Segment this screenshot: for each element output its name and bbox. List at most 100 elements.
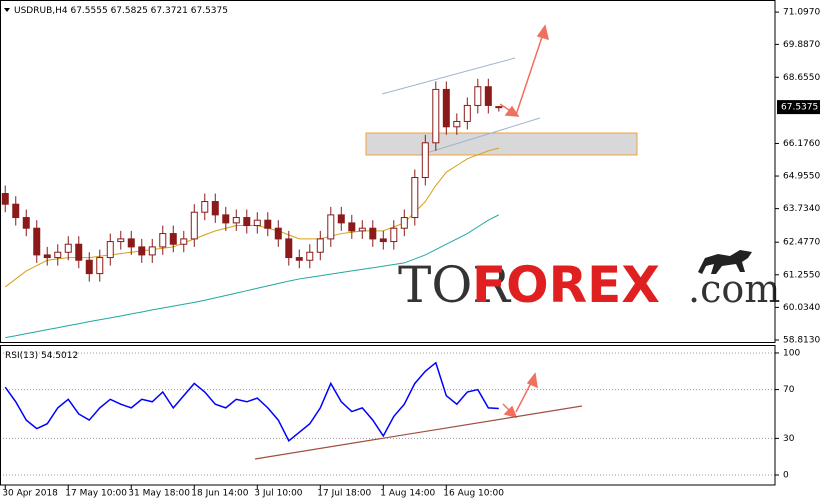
x-tick-label: 3 Jul 10:00 xyxy=(254,489,303,499)
candle-body xyxy=(75,243,83,261)
channel-line xyxy=(419,117,541,156)
x-tick-label: 31 May 18:00 xyxy=(128,489,190,499)
candle-body xyxy=(421,142,429,179)
rsi-line xyxy=(4,361,499,442)
chart-header: USDRUB,H4 67.5555 67.5825 67.3721 67.537… xyxy=(14,6,228,16)
candle-body xyxy=(442,88,450,128)
candle-body xyxy=(358,227,366,232)
y-tick-label: 30 xyxy=(783,434,795,444)
low-value: 67.3721 xyxy=(151,6,188,16)
current-price: 67.5375 xyxy=(781,103,818,113)
candle-body xyxy=(453,120,461,128)
y-tick-label: 70 xyxy=(783,385,795,395)
candle-body xyxy=(138,246,146,256)
logo-text: TOR xyxy=(398,256,511,314)
arrow-head xyxy=(526,372,538,389)
x-tick-label: 17 May 10:00 xyxy=(65,489,127,499)
logo-text: FOREX xyxy=(472,256,660,314)
y-tick-label: 58.8130 xyxy=(783,335,820,345)
candle-body xyxy=(285,238,293,259)
candle-body xyxy=(169,233,177,245)
candle-body xyxy=(64,243,72,253)
rsi-header: RSI(13) 54.5012 xyxy=(5,351,78,361)
logo-text: .com xyxy=(688,267,780,311)
arrow-head xyxy=(503,405,518,419)
high-value: 67.5825 xyxy=(111,6,148,16)
candle-body xyxy=(463,104,471,122)
candle-body xyxy=(211,201,219,216)
x-tick-label: 18 Jun 14:00 xyxy=(191,489,248,499)
candle-body xyxy=(369,227,377,240)
y-tick-label: 62.4770 xyxy=(783,238,820,248)
menu-triangle[interactable] xyxy=(4,8,10,12)
candle-body xyxy=(12,203,20,219)
candle-body xyxy=(264,219,272,229)
candle-body xyxy=(127,238,135,248)
x-tick-label: 16 Aug 10:00 xyxy=(443,489,504,499)
rsi-trendline xyxy=(254,405,583,460)
logo: TOR FOREX .com xyxy=(398,250,780,314)
candle-body xyxy=(432,88,440,144)
candle-body xyxy=(201,201,209,213)
arrow xyxy=(515,33,544,116)
rsi-frame xyxy=(0,345,776,486)
arrow-head xyxy=(536,24,550,41)
candle-body xyxy=(222,214,230,224)
channel-line xyxy=(381,57,516,95)
candle-body xyxy=(400,217,408,229)
candle-body xyxy=(148,246,156,256)
candle-body xyxy=(379,238,387,243)
candle-body xyxy=(190,211,198,240)
candle-body xyxy=(232,217,240,224)
x-tick-label: 17 Jul 18:00 xyxy=(317,489,371,499)
candle-body xyxy=(117,238,125,243)
candle-body xyxy=(484,86,492,106)
candle-body xyxy=(295,257,303,261)
candle-body xyxy=(106,241,114,259)
candle-body xyxy=(54,251,62,259)
rsi-value: 54.5012 xyxy=(41,351,78,361)
y-tick-label: 66.1760 xyxy=(783,139,820,149)
candle-body xyxy=(474,86,482,106)
candle-body xyxy=(390,227,398,243)
candle-body xyxy=(348,222,356,232)
rsi-title: RSI(13) xyxy=(5,351,38,361)
y-tick-label: 0 xyxy=(783,470,789,480)
price-label-bg xyxy=(777,100,820,115)
x-tick-label: 1 Aug 14:00 xyxy=(380,489,435,499)
y-tick-label: 69.8870 xyxy=(783,40,820,50)
arrow-head xyxy=(504,105,520,117)
arrow xyxy=(515,380,533,413)
open-value: 67.5555 xyxy=(70,6,107,16)
candle-body xyxy=(327,214,335,240)
y-tick-label: 64.9550 xyxy=(783,172,820,182)
y-tick-label: 60.0340 xyxy=(783,303,820,313)
y-tick-label: 100 xyxy=(783,348,800,358)
candle-body xyxy=(274,227,282,240)
candle-body xyxy=(243,217,251,227)
x-tick-label: 30 Apr 2018 xyxy=(2,489,58,499)
candle-body xyxy=(253,219,261,227)
candle-body xyxy=(306,251,314,261)
arrows xyxy=(499,24,550,419)
candle-body xyxy=(411,177,419,219)
candle-body xyxy=(33,227,41,256)
y-tick-label: 63.7340 xyxy=(783,204,820,214)
plot: 71.0970 69.8870 68.6550 66.1760 64.9550 63.73… xyxy=(0,8,820,499)
candle-body xyxy=(43,254,51,259)
y-tick-label: 61.2550 xyxy=(783,270,820,280)
candle-body xyxy=(96,257,104,275)
candle-body xyxy=(159,233,167,248)
moving-average xyxy=(5,214,500,339)
candle-body xyxy=(337,214,345,224)
support-zone xyxy=(365,132,638,156)
y-tick-label: 71.0970 xyxy=(783,8,820,18)
bull-icon xyxy=(698,250,752,274)
candle-body xyxy=(85,259,93,275)
candle-body xyxy=(316,238,324,253)
main-frame xyxy=(0,0,776,343)
y-tick-label: 68.6550 xyxy=(783,73,820,83)
candle-body xyxy=(180,238,188,245)
